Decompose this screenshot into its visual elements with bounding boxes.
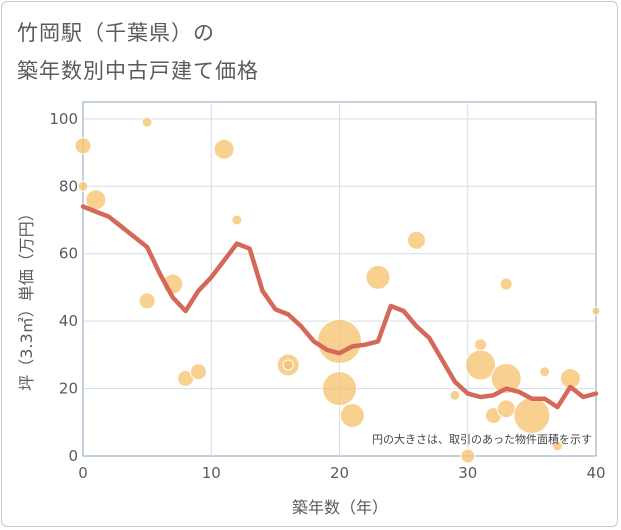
data-bubble	[474, 338, 488, 352]
data-bubble	[317, 318, 362, 364]
data-bubble	[496, 399, 516, 419]
bubble-series	[74, 116, 601, 464]
y-tick-label: 60	[59, 245, 78, 263]
data-bubble	[490, 362, 522, 394]
data-bubble	[282, 359, 294, 371]
data-bubble	[213, 138, 235, 160]
chart-title-line1: 竹岡駅（千葉県）の	[17, 21, 215, 45]
data-bubble	[552, 440, 564, 452]
x-axis-label: 築年数（年）	[292, 498, 388, 517]
size-note: 円の大きさは、取引のあった物件面積を示す	[372, 432, 592, 446]
data-bubble	[138, 292, 156, 310]
data-bubble	[449, 389, 461, 401]
x-tick-label: 0	[78, 464, 88, 482]
trend-series	[80, 204, 599, 410]
y-tick-label: 40	[59, 312, 78, 330]
data-bubble	[189, 363, 207, 381]
data-bubble	[513, 397, 551, 435]
data-bubble	[141, 116, 153, 128]
data-bubble	[339, 403, 365, 429]
trend-line	[80, 204, 599, 410]
chart-title-line2: 築年数別中古戸建て価格	[17, 59, 259, 83]
data-bubble	[499, 277, 513, 291]
data-bubble	[365, 264, 391, 290]
data-bubble	[465, 349, 497, 381]
data-bubble	[74, 137, 92, 155]
data-bubble	[591, 306, 601, 316]
data-bubble	[231, 214, 243, 226]
y-tick-label: 100	[49, 110, 78, 128]
data-bubble	[460, 448, 476, 464]
y-axis-label: 坪（3.3㎡）単価（万円）	[17, 205, 36, 390]
x-tick-label: 30	[458, 464, 477, 482]
x-tick-label: 20	[330, 464, 349, 482]
data-bubble	[406, 230, 426, 250]
x-tick-label: 10	[202, 464, 221, 482]
x-tick-label: 40	[586, 464, 605, 482]
data-bubble	[539, 366, 551, 378]
data-bubble	[322, 371, 357, 407]
data-bubble	[77, 180, 89, 192]
y-tick-label: 0	[68, 447, 78, 465]
y-tick-label: 20	[59, 380, 78, 398]
y-tick-label: 80	[59, 177, 78, 195]
axis-ticks: 0 20 40 60 80 100 0 10 20 30 40	[49, 110, 605, 482]
